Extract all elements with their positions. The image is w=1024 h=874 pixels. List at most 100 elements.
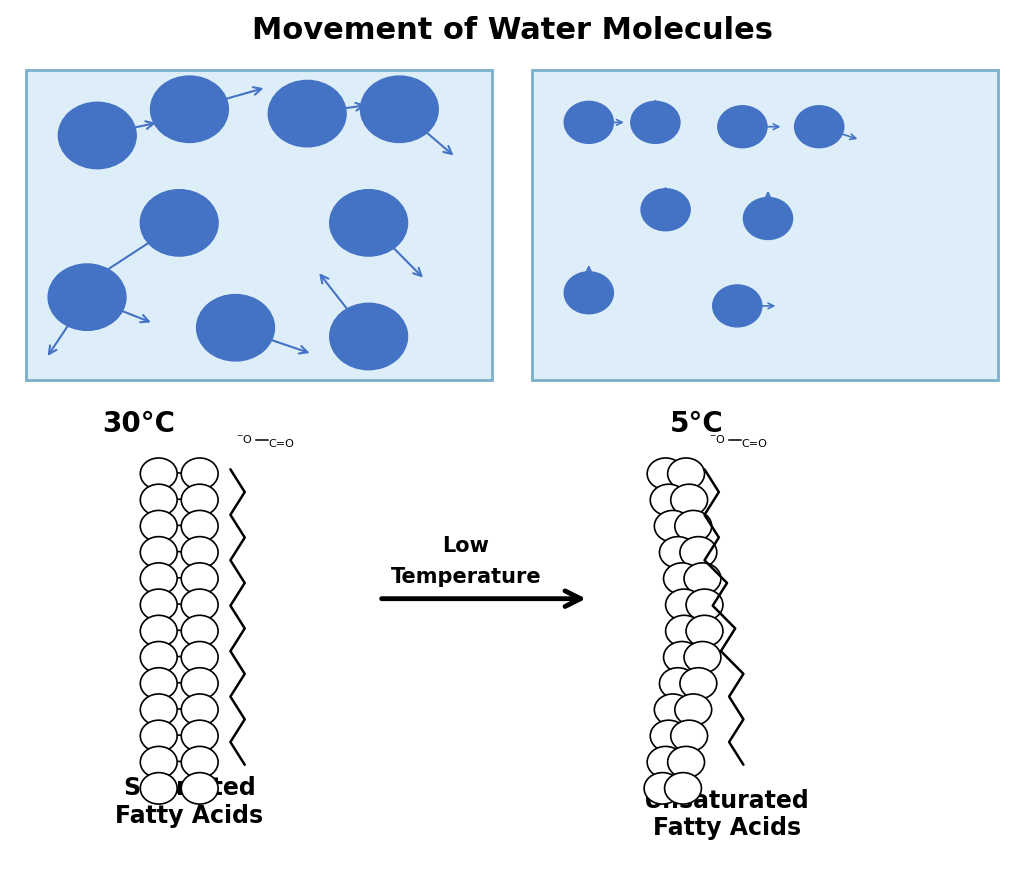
Circle shape: [140, 190, 218, 256]
Circle shape: [665, 709, 697, 737]
Circle shape: [680, 668, 717, 699]
Circle shape: [675, 694, 712, 725]
Circle shape: [684, 563, 721, 594]
Circle shape: [668, 746, 705, 778]
Circle shape: [163, 630, 196, 658]
Circle shape: [647, 746, 684, 778]
Circle shape: [163, 578, 196, 606]
Circle shape: [140, 537, 177, 568]
Circle shape: [163, 604, 196, 632]
Circle shape: [664, 642, 700, 673]
Circle shape: [686, 589, 723, 621]
Circle shape: [713, 285, 762, 327]
Circle shape: [684, 642, 721, 673]
Circle shape: [647, 458, 684, 489]
Text: Saturated
Fatty Acids: Saturated Fatty Acids: [116, 776, 263, 829]
Circle shape: [181, 746, 218, 778]
Circle shape: [163, 735, 196, 763]
Circle shape: [140, 720, 177, 752]
Circle shape: [670, 525, 701, 553]
Text: $^{-}$O: $^{-}$O: [709, 433, 726, 445]
Circle shape: [665, 773, 701, 804]
Circle shape: [654, 510, 691, 542]
Circle shape: [181, 615, 218, 647]
Circle shape: [662, 473, 693, 501]
Circle shape: [163, 709, 196, 737]
Circle shape: [659, 668, 696, 699]
Circle shape: [564, 101, 613, 143]
Circle shape: [718, 106, 767, 148]
Circle shape: [677, 630, 710, 658]
Circle shape: [181, 720, 218, 752]
Circle shape: [678, 604, 711, 632]
Circle shape: [671, 720, 708, 752]
Circle shape: [675, 510, 712, 542]
Text: Low: Low: [442, 537, 489, 556]
Circle shape: [151, 76, 228, 142]
Circle shape: [140, 510, 177, 542]
Circle shape: [197, 295, 274, 361]
Circle shape: [58, 102, 136, 169]
Text: C=O: C=O: [741, 440, 767, 449]
Circle shape: [140, 484, 177, 516]
Circle shape: [181, 484, 218, 516]
Circle shape: [743, 198, 793, 239]
Circle shape: [140, 642, 177, 673]
Circle shape: [140, 694, 177, 725]
Circle shape: [330, 303, 408, 370]
Circle shape: [662, 735, 693, 763]
Circle shape: [181, 694, 218, 725]
Circle shape: [686, 615, 723, 647]
Circle shape: [674, 656, 707, 684]
FancyBboxPatch shape: [26, 70, 492, 380]
Circle shape: [644, 773, 681, 804]
Circle shape: [659, 537, 696, 568]
Circle shape: [181, 642, 218, 673]
Circle shape: [181, 773, 218, 804]
Circle shape: [680, 537, 717, 568]
Circle shape: [360, 76, 438, 142]
Circle shape: [140, 458, 177, 489]
Circle shape: [631, 101, 680, 143]
Circle shape: [140, 589, 177, 621]
Circle shape: [140, 615, 177, 647]
Circle shape: [140, 668, 177, 699]
Text: C=O: C=O: [268, 440, 294, 449]
Circle shape: [163, 656, 196, 684]
Circle shape: [650, 720, 687, 752]
Circle shape: [181, 668, 218, 699]
Circle shape: [181, 563, 218, 594]
Circle shape: [668, 458, 705, 489]
Circle shape: [677, 578, 710, 606]
Circle shape: [163, 525, 196, 553]
Text: Temperature: Temperature: [390, 567, 542, 586]
Text: $^{-}$O: $^{-}$O: [236, 433, 253, 445]
Circle shape: [650, 484, 687, 516]
Circle shape: [654, 694, 691, 725]
Circle shape: [641, 189, 690, 231]
Circle shape: [670, 683, 701, 711]
Circle shape: [48, 264, 126, 330]
Circle shape: [163, 761, 196, 789]
Circle shape: [330, 190, 408, 256]
Circle shape: [181, 589, 218, 621]
Circle shape: [664, 563, 700, 594]
Circle shape: [163, 551, 196, 579]
Circle shape: [666, 615, 702, 647]
Text: Movement of Water Molecules: Movement of Water Molecules: [252, 16, 772, 45]
Circle shape: [564, 272, 613, 314]
Text: Unsaturated
Fatty Acids: Unsaturated Fatty Acids: [644, 788, 810, 841]
Circle shape: [666, 589, 702, 621]
Circle shape: [140, 773, 177, 804]
Circle shape: [163, 473, 196, 501]
Circle shape: [140, 563, 177, 594]
Circle shape: [140, 746, 177, 778]
Circle shape: [671, 484, 708, 516]
Circle shape: [674, 551, 707, 579]
Circle shape: [181, 537, 218, 568]
Circle shape: [665, 499, 697, 527]
FancyBboxPatch shape: [532, 70, 998, 380]
Text: 30°C: 30°C: [101, 410, 175, 438]
Circle shape: [658, 761, 690, 789]
Circle shape: [163, 683, 196, 711]
